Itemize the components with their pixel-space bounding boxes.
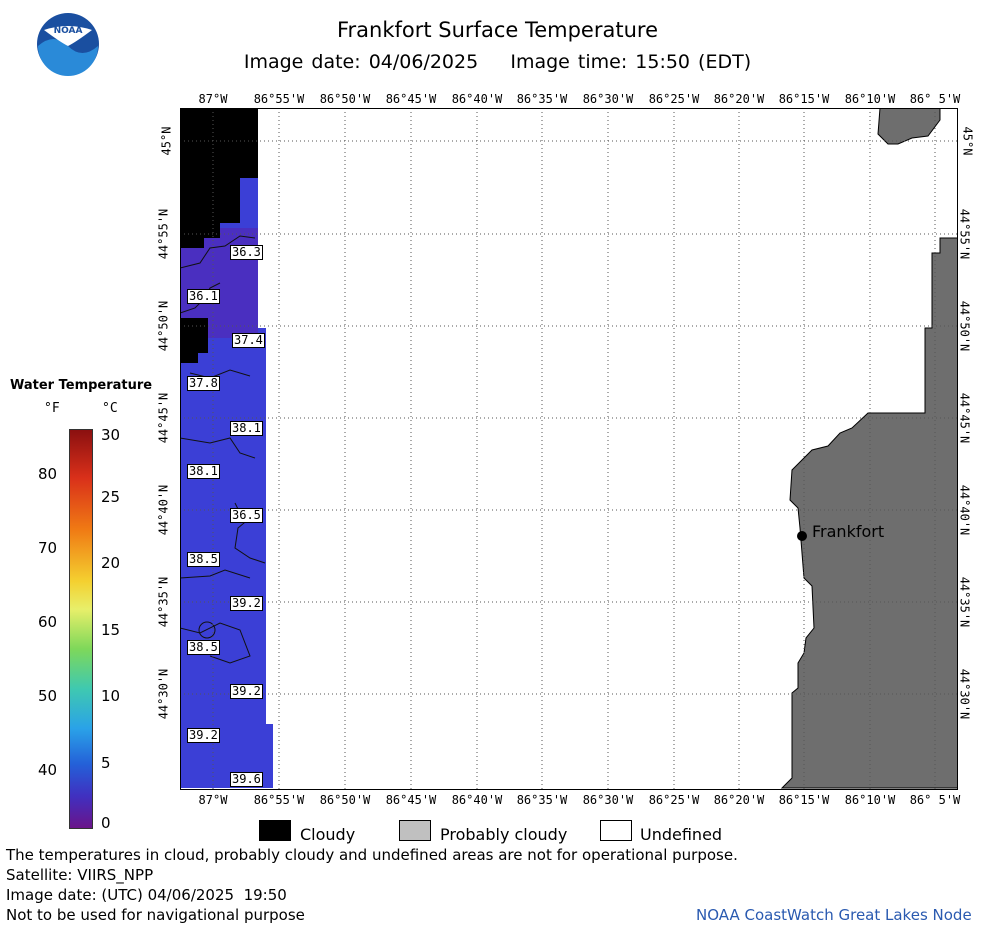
map-title: Frankfort Surface Temperature — [336, 18, 658, 42]
lon-label-bottom: 86°55'W — [253, 793, 305, 807]
lon-label-bottom: 86°20'W — [713, 793, 765, 807]
lat-label-right: 44°40'N — [957, 484, 972, 536]
legend-c-tick: 15 — [101, 621, 121, 639]
lon-label-top: 87°W — [198, 92, 228, 106]
map-grid — [180, 108, 958, 790]
lon-label-bottom: 86°45'W — [385, 793, 437, 807]
lon-label-top: 86°10'W — [844, 92, 896, 106]
legend-f-tick: 60 — [38, 613, 58, 631]
lon-label-bottom: 87°W — [198, 793, 228, 807]
noaa-logo-text: NOAA — [53, 26, 83, 36]
map-subtitle: Image date: 04/06/2025 Image time: 15:50… — [243, 51, 752, 73]
lon-label-top: 86°25'W — [648, 92, 700, 106]
key-undefined-swatch — [600, 820, 632, 841]
lon-label-top: 86°20'W — [713, 92, 765, 106]
temp-label: 37.8 — [187, 376, 220, 391]
lat-label-left: 44°55'N — [156, 208, 171, 260]
temp-label: 36.3 — [230, 245, 263, 260]
legend-c-tick: 30 — [101, 426, 121, 444]
temp-label: 39.2 — [187, 728, 220, 743]
footer-note: The temperatures in cloud, probably clou… — [6, 846, 738, 864]
lon-label-top: 86°55'W — [253, 92, 305, 106]
temp-label: 36.1 — [187, 289, 220, 304]
legend-f-tick: 80 — [38, 465, 58, 483]
footer-credit: NOAA CoastWatch Great Lakes Node — [696, 906, 972, 924]
footer-image-date: Image date: (UTC) 04/06/2025 19:50 — [6, 886, 287, 904]
temp-label: 38.1 — [187, 464, 220, 479]
footer-satellite: Satellite: VIIRS_NPP — [6, 866, 154, 884]
legend-c-tick: 20 — [101, 554, 121, 572]
lon-label-bottom: 86°15'W — [778, 793, 830, 807]
lat-label-right: 45°N — [960, 126, 975, 156]
cloud-area — [180, 108, 258, 248]
lat-label-left: 44°45'N — [156, 392, 171, 444]
legend-unit-c: °C — [102, 401, 118, 416]
legend-c-tick: 25 — [101, 488, 121, 506]
temp-label: 38.1 — [230, 421, 263, 436]
lat-label-left: 44°40'N — [156, 484, 171, 536]
legend-unit-f: °F — [44, 401, 60, 416]
lat-label-left: 44°35'N — [156, 576, 171, 628]
lon-label-bottom: 86°30'W — [582, 793, 634, 807]
lon-label-top: 86° 5'W — [909, 92, 961, 106]
temp-label: 38.5 — [187, 640, 220, 655]
noaa-logo: NOAA — [36, 12, 100, 76]
footer-nav-warning: Not to be used for navigational purpose — [6, 906, 305, 924]
legend-c-tick: 0 — [101, 814, 111, 832]
temp-label: 39.2 — [230, 596, 263, 611]
lon-label-bottom: 86°10'W — [844, 793, 896, 807]
lon-label-top: 86°15'W — [778, 92, 830, 106]
lat-label-right: 44°35'N — [957, 576, 972, 628]
frankfort-label: Frankfort — [812, 522, 885, 541]
legend-colorbar — [69, 429, 93, 829]
lon-label-bottom: 86°50'W — [319, 793, 371, 807]
temp-label: 39.6 — [230, 772, 263, 787]
lat-label-left: 44°30'N — [156, 668, 171, 720]
key-cloudy-swatch — [259, 820, 291, 841]
legend-f-tick: 50 — [38, 687, 58, 705]
lon-label-top: 86°50'W — [319, 92, 371, 106]
legend-title: Water Temperature — [10, 378, 153, 393]
lat-label-right: 44°50'N — [957, 300, 972, 352]
lat-label-right: 44°30'N — [957, 668, 972, 720]
temp-label: 36.5 — [230, 508, 263, 523]
lon-label-bottom: 86°35'W — [516, 793, 568, 807]
lon-label-top: 86°30'W — [582, 92, 634, 106]
legend-c-tick: 5 — [101, 754, 111, 772]
frankfort-marker — [797, 531, 807, 541]
lon-label-top: 86°35'W — [516, 92, 568, 106]
key-cloudy-label: Cloudy — [300, 825, 356, 844]
map-panel — [180, 108, 958, 790]
lon-label-top: 86°45'W — [385, 92, 437, 106]
legend-c-tick: 10 — [101, 687, 121, 705]
lat-label-left: 45°N — [159, 126, 174, 156]
lon-label-bottom: 86° 5'W — [909, 793, 961, 807]
legend-f-tick: 70 — [38, 539, 58, 557]
lat-label-right: 44°55'N — [957, 208, 972, 260]
key-probably-cloudy-label: Probably cloudy — [440, 825, 568, 844]
legend-f-tick: 40 — [38, 761, 58, 779]
cloud-area-2 — [180, 318, 208, 363]
lat-label-right: 44°45'N — [957, 392, 972, 444]
key-undefined-label: Undefined — [640, 825, 723, 844]
lon-label-top: 86°40'W — [451, 92, 503, 106]
key-probably-cloudy-swatch — [399, 820, 431, 841]
lon-label-bottom: 86°40'W — [451, 793, 503, 807]
temp-label: 37.4 — [232, 333, 265, 348]
land-area-north — [877, 108, 941, 145]
lat-label-left: 44°50'N — [156, 300, 171, 352]
temp-label: 39.2 — [230, 684, 263, 699]
lon-label-bottom: 86°25'W — [648, 793, 700, 807]
temp-label: 38.5 — [187, 552, 220, 567]
